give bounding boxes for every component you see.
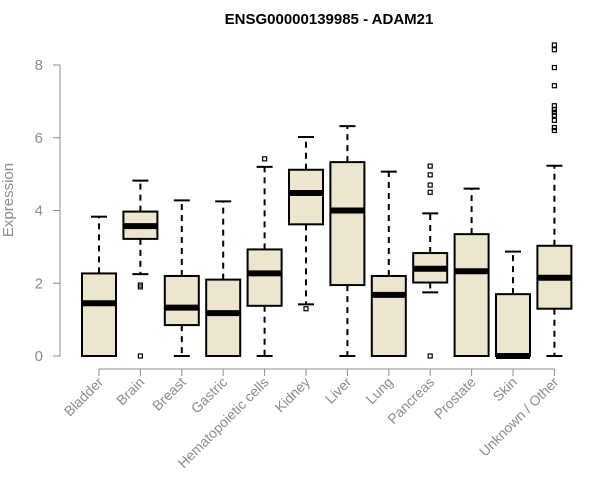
outlier-point bbox=[427, 163, 433, 169]
outlier-point bbox=[551, 117, 558, 123]
box-group bbox=[205, 200, 242, 357]
box-group bbox=[81, 215, 117, 357]
outlier-point bbox=[262, 156, 268, 162]
outlier-point bbox=[551, 64, 558, 71]
box-iqr bbox=[495, 293, 531, 358]
outlier-point bbox=[551, 103, 558, 109]
chart-title: ENSG00000139985 - ADAM21 bbox=[225, 11, 434, 28]
y-tick-label-0: 0 bbox=[35, 348, 43, 365]
box-group bbox=[453, 187, 490, 357]
outlier-point bbox=[427, 353, 433, 359]
outlier-point bbox=[303, 306, 309, 312]
outlier-point bbox=[137, 353, 143, 359]
box-iqr bbox=[81, 272, 117, 357]
box-group bbox=[122, 179, 159, 359]
outlier-point bbox=[427, 189, 433, 195]
y-axis-label: Expression bbox=[0, 163, 17, 237]
y-tick-label-6: 6 bbox=[35, 130, 43, 147]
outlier-point bbox=[551, 83, 558, 89]
box-iqr bbox=[288, 168, 324, 226]
x-tick-label: Lung bbox=[363, 374, 396, 407]
box-iqr bbox=[453, 233, 490, 357]
x-tick-label: Liver bbox=[322, 374, 355, 407]
box-group bbox=[370, 170, 407, 358]
box-group bbox=[495, 250, 531, 359]
box-group bbox=[163, 199, 200, 357]
x-tick-label: Prostate bbox=[431, 374, 479, 422]
x-tick-label: Unknown / Other bbox=[476, 374, 562, 460]
outlier-point bbox=[551, 109, 558, 115]
y-tick-label-2: 2 bbox=[35, 275, 43, 292]
x-tick-label: Kidney bbox=[272, 374, 314, 416]
x-tick-label: Skin bbox=[490, 374, 521, 405]
x-tick-label: Breast bbox=[149, 374, 189, 414]
x-tick-label: Bladder bbox=[61, 374, 107, 420]
plot-area bbox=[81, 42, 573, 359]
box-group bbox=[246, 156, 283, 357]
outlier-point bbox=[551, 42, 558, 48]
box-group bbox=[329, 125, 366, 357]
box-iqr bbox=[329, 161, 366, 287]
outlier-point bbox=[427, 182, 433, 188]
box-iqr bbox=[370, 274, 407, 358]
outlier-point bbox=[551, 127, 558, 134]
y-axis: 0 2 4 6 8 bbox=[35, 57, 61, 365]
outlier-point bbox=[551, 112, 558, 118]
outlier-point bbox=[551, 124, 558, 131]
box-group bbox=[412, 163, 449, 359]
box-group bbox=[536, 42, 573, 357]
box-iqr bbox=[163, 274, 200, 327]
y-tick-label-8: 8 bbox=[35, 57, 43, 74]
outlier-point bbox=[427, 172, 433, 178]
x-tick-label: Brain bbox=[113, 374, 147, 408]
outlier-point bbox=[137, 282, 143, 288]
box-iqr bbox=[246, 248, 283, 307]
box-group bbox=[288, 136, 324, 312]
y-tick-label-4: 4 bbox=[35, 203, 43, 220]
outlier-point bbox=[551, 47, 558, 53]
box-iqr bbox=[205, 278, 242, 357]
